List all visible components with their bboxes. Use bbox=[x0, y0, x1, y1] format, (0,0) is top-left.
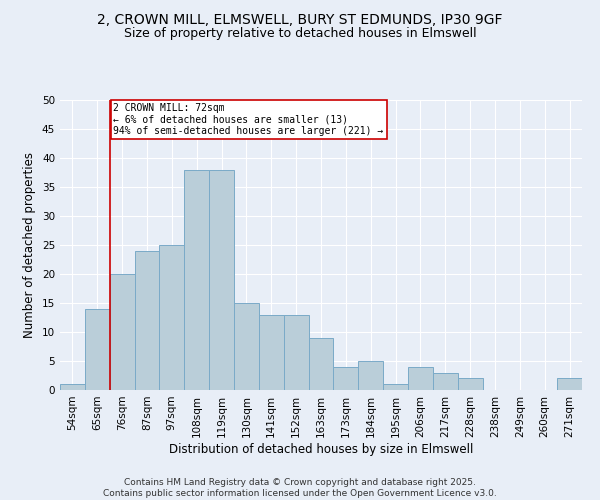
Bar bbox=[60, 384, 85, 390]
Bar bbox=[134, 251, 160, 390]
Bar bbox=[433, 372, 458, 390]
Bar bbox=[334, 367, 358, 390]
Bar bbox=[458, 378, 482, 390]
Bar bbox=[110, 274, 134, 390]
Bar bbox=[85, 309, 110, 390]
Bar bbox=[160, 245, 184, 390]
Bar bbox=[358, 361, 383, 390]
Text: 2 CROWN MILL: 72sqm
← 6% of detached houses are smaller (13)
94% of semi-detache: 2 CROWN MILL: 72sqm ← 6% of detached hou… bbox=[113, 103, 383, 136]
Bar bbox=[234, 303, 259, 390]
Bar bbox=[408, 367, 433, 390]
X-axis label: Distribution of detached houses by size in Elmswell: Distribution of detached houses by size … bbox=[169, 442, 473, 456]
Text: 2, CROWN MILL, ELMSWELL, BURY ST EDMUNDS, IP30 9GF: 2, CROWN MILL, ELMSWELL, BURY ST EDMUNDS… bbox=[97, 12, 503, 26]
Bar bbox=[557, 378, 582, 390]
Text: Contains HM Land Registry data © Crown copyright and database right 2025.
Contai: Contains HM Land Registry data © Crown c… bbox=[103, 478, 497, 498]
Text: Size of property relative to detached houses in Elmswell: Size of property relative to detached ho… bbox=[124, 28, 476, 40]
Y-axis label: Number of detached properties: Number of detached properties bbox=[23, 152, 37, 338]
Bar bbox=[308, 338, 334, 390]
Bar bbox=[383, 384, 408, 390]
Bar bbox=[259, 314, 284, 390]
Bar bbox=[209, 170, 234, 390]
Bar bbox=[284, 314, 308, 390]
Bar bbox=[184, 170, 209, 390]
